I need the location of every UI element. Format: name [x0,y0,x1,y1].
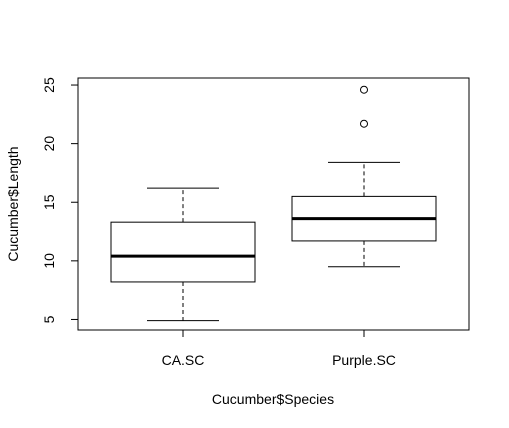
box-CA.SC [110,187,256,322]
y-tick-label: 25 [41,77,57,93]
iqr-box [110,221,256,283]
outlier-point [360,119,368,128]
box-Purple.SC [291,85,437,268]
x-axis: CA.SC Purple.SC [162,329,396,368]
y-tick-label: 5 [41,315,57,323]
x-tick-label: CA.SC [162,352,205,368]
x-axis-label: Cucumber$Species [212,391,334,407]
boxes-layer [110,85,437,322]
y-axis-label: Cucumber$Length [5,146,21,261]
outlier-point [360,85,368,94]
y-tick-label: 15 [41,194,57,210]
y-tick-label: 20 [41,136,57,152]
y-axis: 5 10 15 20 25 [41,77,79,323]
y-tick-label: 10 [41,253,57,269]
x-tick-label: Purple.SC [332,352,396,368]
